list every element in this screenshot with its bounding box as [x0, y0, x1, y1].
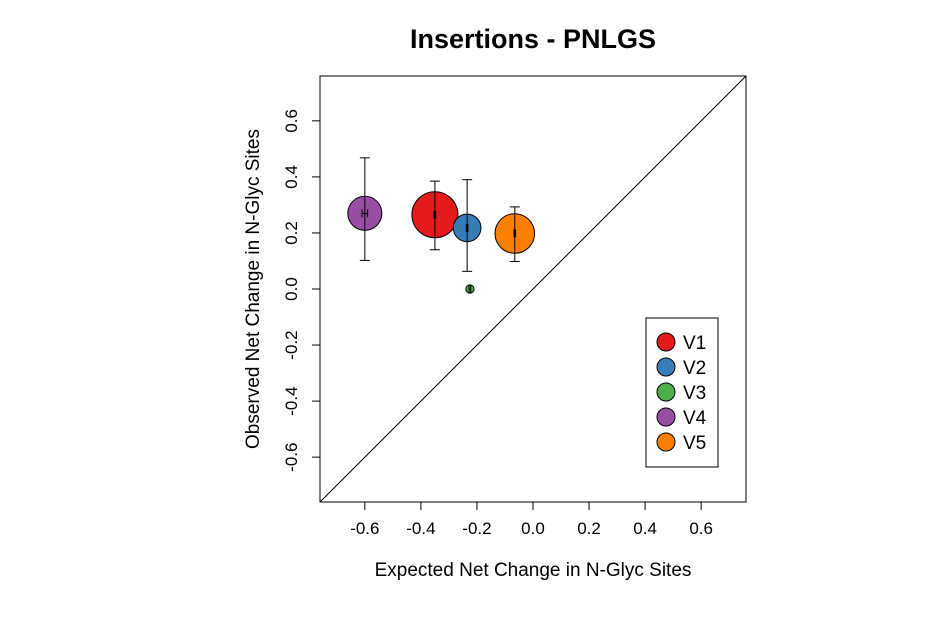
- legend: V1 V2 V3 V4 V5: [645, 317, 719, 468]
- x-axis-label: Expected Net Change in N-Glyc Sites: [375, 560, 692, 581]
- y-tick-label: 0.4: [282, 165, 301, 189]
- legend-label-v2: V2: [683, 358, 706, 379]
- y-axis: -0.6 -0.4 -0.2 0.0 0.2 0.4 0.6: [282, 109, 321, 472]
- y-tick-label: 0.0: [282, 277, 301, 301]
- point-v1: [411, 180, 459, 251]
- y-tick-label: -0.2: [282, 330, 301, 359]
- y-tick-label: 0.2: [282, 221, 301, 245]
- x-axis: -0.6 -0.4 -0.2 0.0 0.2 0.4 0.6: [350, 501, 713, 538]
- x-tick-label: 0.2: [577, 519, 601, 538]
- point-v3: [465, 284, 475, 294]
- chart-title: Insertions - PNLGS: [410, 24, 656, 54]
- y-tick-label: -0.6: [282, 443, 301, 472]
- x-tick-label: 0.6: [689, 519, 713, 538]
- legend-swatch-v4: [656, 407, 676, 427]
- x-tick-label: -0.4: [406, 519, 435, 538]
- legend-label-v5: V5: [683, 433, 706, 454]
- x-tick-label: -0.6: [350, 519, 379, 538]
- y-axis-label: Observed Net Change in N-Glyc Sites: [243, 129, 264, 449]
- y-tick-label: -0.4: [282, 386, 301, 415]
- legend-swatch-v3: [656, 382, 676, 402]
- legend-swatch-v1: [656, 332, 676, 352]
- legend-swatch-v2: [656, 357, 676, 377]
- point-v4: [347, 157, 383, 261]
- legend-label-v4: V4: [683, 408, 707, 429]
- x-tick-label: -0.2: [462, 519, 491, 538]
- data-points: [347, 157, 536, 294]
- x-tick-label: 0.0: [521, 519, 545, 538]
- reference-line: [319, 75, 747, 503]
- x-tick-label: 0.4: [633, 519, 657, 538]
- legend-label-v1: V1: [683, 333, 706, 354]
- legend-label-v3: V3: [683, 383, 706, 404]
- y-tick-label: 0.6: [282, 109, 301, 133]
- point-v2: [452, 179, 482, 272]
- point-v5: [494, 206, 536, 263]
- legend-swatch-v5: [656, 432, 676, 452]
